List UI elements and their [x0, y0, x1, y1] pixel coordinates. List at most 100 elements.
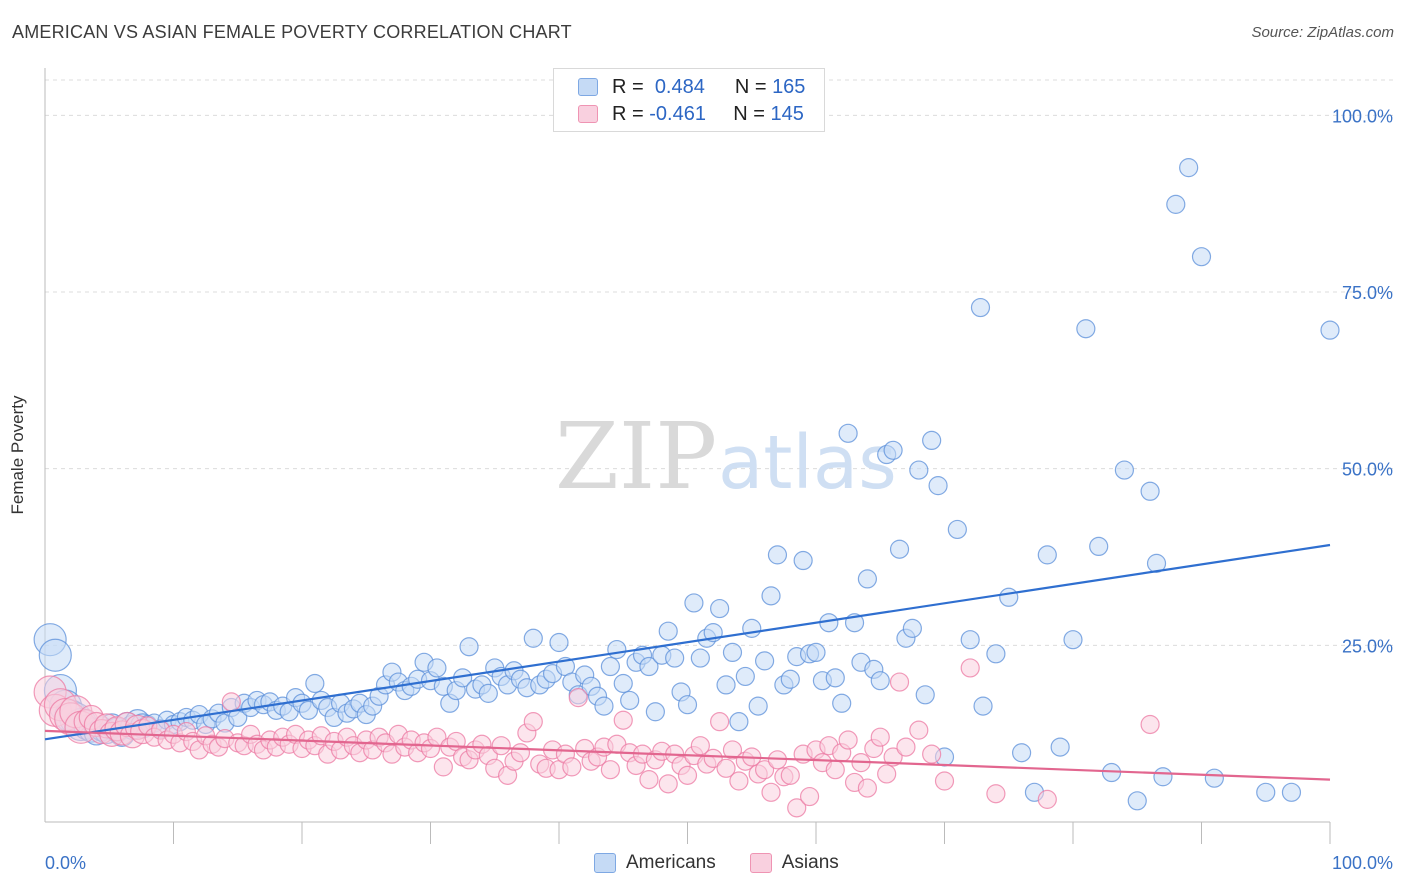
- watermark: ZIP atlas: [555, 403, 897, 510]
- data-point: [889, 539, 910, 559]
- legend-item-americans[interactable]: Americans: [594, 852, 716, 874]
- data-point: [787, 798, 807, 818]
- data-point: [1063, 630, 1083, 650]
- data-point: [986, 644, 1006, 664]
- data-point: [1114, 460, 1135, 480]
- legend-label-asians: Asians: [781, 852, 839, 873]
- data-point: [838, 730, 858, 750]
- data-point: [928, 476, 948, 496]
- legend-r-label: R =: [612, 75, 644, 98]
- data-point: [433, 757, 453, 777]
- legend-r-label: R =: [612, 102, 644, 125]
- x-tick-label: 0.0%: [45, 853, 86, 873]
- data-point: [665, 648, 685, 668]
- legend-swatch-americans: [578, 78, 598, 96]
- legend-r-value: -0.461: [649, 102, 706, 125]
- data-point: [1204, 768, 1224, 788]
- data-point: [684, 593, 704, 613]
- data-point: [970, 297, 991, 318]
- data-point: [896, 737, 916, 757]
- data-point: [607, 639, 627, 660]
- legend-n-label: N =: [733, 102, 765, 125]
- data-point: [600, 760, 621, 780]
- data-point: [1256, 782, 1276, 802]
- data-point: [645, 702, 665, 722]
- chart-title: AMERICAN VS ASIAN FEMALE POVERTY CORRELA…: [12, 22, 572, 42]
- data-point: [305, 673, 325, 694]
- data-point: [915, 685, 935, 705]
- watermark-atlas: atlas: [718, 420, 897, 506]
- legend-n-label: N =: [734, 75, 767, 98]
- y-tick-label: 50.0%: [1342, 460, 1393, 480]
- data-point: [793, 550, 813, 571]
- data-point: [1191, 247, 1212, 267]
- data-point: [1140, 714, 1160, 735]
- data-point: [549, 632, 569, 653]
- data-point: [478, 683, 498, 703]
- data-point: [1166, 194, 1186, 214]
- legend-label-americans: Americans: [626, 852, 716, 873]
- data-point: [427, 658, 447, 678]
- data-point: [38, 638, 72, 672]
- data-point: [459, 637, 479, 657]
- data-point: [1011, 743, 1032, 763]
- legend-row-americans: R = 0.484 N = 165: [578, 75, 805, 99]
- data-point: [1146, 553, 1167, 573]
- data-point: [613, 673, 633, 694]
- data-point: [620, 690, 640, 711]
- data-point: [600, 656, 621, 677]
- data-point: [613, 710, 633, 730]
- data-point: [902, 618, 922, 638]
- data-point: [710, 712, 730, 732]
- legend-n-value: 165: [772, 75, 806, 98]
- data-point: [510, 743, 531, 763]
- data-point: [716, 675, 736, 695]
- data-point: [722, 642, 743, 663]
- data-point: [639, 656, 659, 677]
- data-point: [716, 758, 736, 778]
- data-point: [722, 740, 743, 760]
- trend-line-asians: [44, 729, 1331, 781]
- series-legend: Americans Asians: [594, 852, 873, 874]
- data-point: [1050, 737, 1070, 757]
- data-point: [594, 696, 614, 716]
- data-point: [889, 672, 910, 692]
- data-point: [639, 769, 659, 790]
- legend-n-value: 145: [770, 102, 804, 125]
- trend-line-americans: [44, 543, 1331, 741]
- data-point: [947, 519, 967, 540]
- data-point: [677, 695, 698, 715]
- data-point: [298, 700, 319, 720]
- data-point: [1153, 767, 1173, 787]
- data-point: [922, 744, 942, 764]
- data-point: [986, 784, 1006, 804]
- data-point: [909, 720, 929, 740]
- data-point: [934, 771, 955, 791]
- data-point: [883, 440, 903, 460]
- y-tick-label: 25.0%: [1342, 636, 1393, 656]
- source-credit: Source: ZipAtlas.com: [1251, 24, 1394, 41]
- data-point: [799, 786, 820, 807]
- data-point: [735, 666, 755, 687]
- data-point: [523, 712, 543, 732]
- data-point: [523, 628, 543, 648]
- legend-row-asians: R = -0.461 N = 145: [578, 102, 804, 126]
- legend-item-asians[interactable]: Asians: [749, 852, 839, 874]
- data-point: [742, 618, 762, 638]
- data-point: [857, 569, 878, 589]
- data-point: [877, 764, 897, 784]
- data-point: [1140, 481, 1160, 501]
- data-point: [761, 782, 781, 802]
- data-point: [1179, 158, 1199, 178]
- y-tick-label: 75.0%: [1342, 283, 1393, 303]
- data-point: [491, 736, 511, 756]
- legend-r-value: 0.484: [654, 75, 705, 98]
- data-point: [729, 771, 749, 791]
- data-point: [806, 642, 826, 663]
- data-point: [825, 668, 845, 688]
- data-point: [568, 688, 588, 708]
- data-point: [960, 658, 980, 678]
- data-point: [710, 598, 730, 619]
- data-point: [870, 727, 890, 747]
